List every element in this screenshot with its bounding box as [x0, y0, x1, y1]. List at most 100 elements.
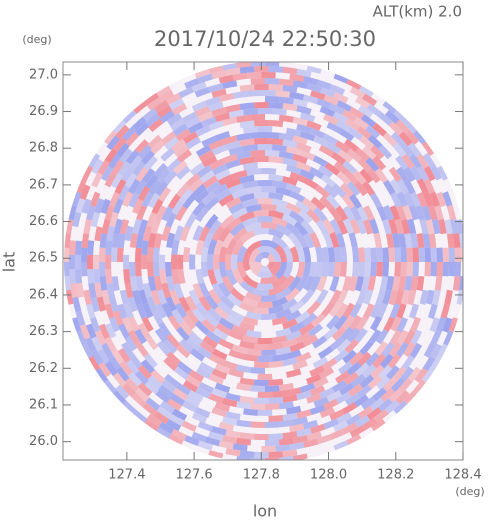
echo-cell: [265, 95, 280, 103]
echo-cell: [147, 276, 157, 292]
echo-cell: [410, 316, 421, 333]
echo-cell: [245, 291, 262, 302]
echo-cell: [261, 445, 276, 453]
echo-cell: [431, 218, 441, 235]
echo-cell: [161, 379, 177, 393]
echo-cell: [421, 141, 435, 156]
echo-cell: [257, 409, 273, 416]
echo-cell: [201, 155, 218, 168]
echo-cell: [333, 246, 341, 262]
echo-cell: [242, 216, 259, 228]
echo-cell: [117, 303, 128, 320]
echo-cell: [437, 165, 448, 181]
echo-cell: [257, 245, 273, 254]
echo-cell: [225, 429, 241, 439]
echo-cell: [383, 204, 394, 221]
echo-cell: [436, 247, 443, 262]
echo-cell: [64, 276, 71, 291]
echo-cell: [383, 179, 396, 196]
echo-cell: [422, 356, 436, 372]
echo-cell: [309, 262, 317, 278]
echo-cell: [128, 316, 140, 332]
echo-cell: [396, 178, 409, 195]
echo-cell: [343, 371, 359, 386]
echo-cell: [392, 366, 407, 382]
echo-cell: [137, 382, 153, 397]
echo-cell: [134, 387, 150, 402]
echo-cell: [142, 107, 158, 122]
echo-cell: [382, 219, 392, 235]
echo-cell: [275, 90, 291, 98]
echo-cell: [75, 310, 86, 326]
echo-cell: [268, 210, 284, 220]
echo-cell: [226, 293, 242, 307]
echo-cell: [430, 262, 437, 277]
echo-cell: [63, 262, 70, 277]
echo-cell: [222, 153, 238, 165]
echo-cell: [381, 342, 395, 358]
echo-cell: [220, 214, 235, 230]
echo-cell: [151, 309, 164, 326]
y-tick-label: 26.9: [29, 104, 58, 119]
echo-cell: [85, 323, 97, 339]
echo-cell: [76, 330, 87, 346]
echo-cell: [310, 90, 326, 101]
echo-cell: [459, 276, 463, 291]
echo-cell: [188, 390, 204, 403]
echo-cell: [232, 239, 244, 256]
echo-cell: [154, 180, 169, 196]
echo-cell: [388, 121, 404, 136]
echo-cell: [286, 387, 302, 397]
echo-cell: [310, 313, 326, 328]
echo-cell: [413, 130, 426, 145]
echo-cell: [296, 142, 312, 153]
echo-cell: [368, 329, 382, 345]
echo-cell: [282, 176, 298, 186]
echo-cell: [404, 275, 413, 291]
echo-cell: [335, 370, 351, 384]
echo-cell: [214, 131, 231, 142]
echo-cell: [171, 408, 188, 421]
echo-cell: [341, 402, 358, 415]
echo-cell: [329, 428, 346, 440]
echo-cell: [333, 92, 349, 104]
echo-cell: [222, 63, 238, 71]
echo-cell: [459, 233, 463, 248]
echo-cell: [185, 309, 200, 325]
echo-cell: [134, 328, 147, 345]
echo-cell: [191, 81, 207, 93]
echo-cell: [400, 366, 414, 382]
echo-cell: [222, 135, 238, 145]
echo-cell: [393, 110, 408, 124]
echo-cell: [285, 287, 301, 302]
echo-cell: [254, 138, 269, 145]
echo-cell: [342, 275, 352, 292]
echo-cell: [94, 226, 103, 242]
echo-cell: [296, 409, 312, 419]
echo-cell: [248, 262, 260, 276]
echo-cell: [211, 225, 225, 242]
echo-cell: [250, 403, 265, 411]
echo-cell: [208, 289, 222, 305]
echo-cell: [400, 289, 411, 305]
echo-cell: [306, 65, 322, 74]
echo-cell: [376, 375, 391, 390]
echo-cell: [254, 379, 269, 386]
echo-cell: [356, 126, 372, 140]
echo-cell: [318, 144, 335, 157]
echo-cell: [333, 262, 341, 278]
echo-cell: [257, 125, 273, 133]
echo-cell: [160, 147, 175, 162]
echo-cell: [179, 320, 194, 336]
echo-cell: [326, 194, 341, 210]
echo-cell: [322, 357, 338, 371]
echo-cell: [215, 322, 232, 336]
echo-cell: [171, 103, 188, 116]
echo-cell: [331, 380, 348, 393]
echo-cell: [323, 113, 339, 126]
echo-cell: [97, 159, 110, 176]
echo-cell: [363, 205, 375, 221]
echo-cell: [434, 276, 443, 291]
echo-cell: [98, 323, 110, 340]
echo-cell: [194, 407, 211, 418]
